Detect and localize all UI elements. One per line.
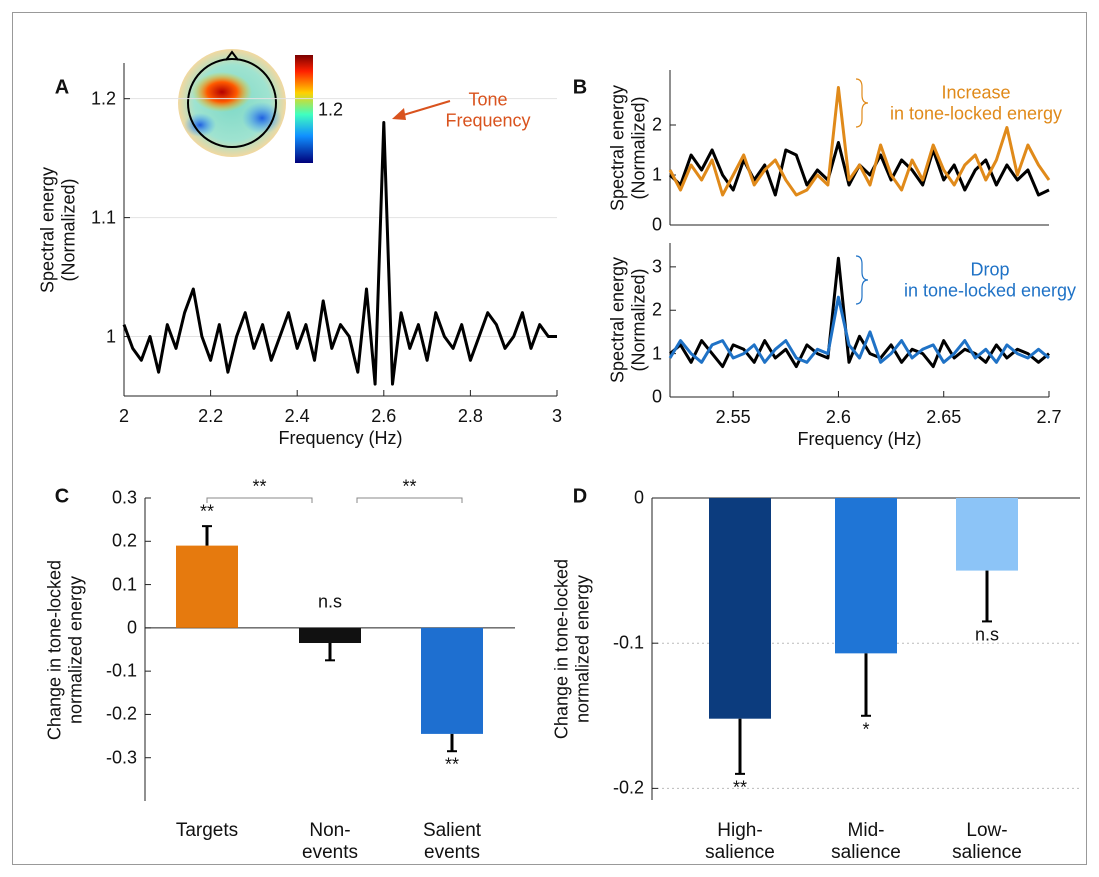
panel-letter: B xyxy=(572,76,588,99)
annotation: Tone Frequency xyxy=(445,89,531,130)
y-tick-label: 1.1 xyxy=(90,207,116,228)
annotation: Drop in tone-locked energy xyxy=(903,259,1077,300)
annotation-brace xyxy=(855,255,869,305)
y-tick-label: 3 xyxy=(651,256,662,277)
line-series xyxy=(669,256,1050,369)
significance-label: * xyxy=(862,719,870,740)
x-tick-label: Low- salience xyxy=(952,820,1022,863)
y-axis-label: Change in tone-locked normalized energy xyxy=(44,559,85,740)
y-tick-label: -0.2 xyxy=(105,704,137,725)
x-axis-label: Frequency (Hz) xyxy=(797,429,922,449)
bar xyxy=(835,498,897,654)
y-tick-label: 0 xyxy=(651,386,662,407)
x-tick-label: 2.7 xyxy=(1036,407,1062,427)
y-tick-label: 0.1 xyxy=(111,574,137,595)
panel-letter: D xyxy=(572,485,588,508)
bar xyxy=(299,627,361,644)
y-tick-label: 1.2 xyxy=(90,88,116,109)
x-tick-label: 3 xyxy=(551,406,563,426)
annotation-arrow xyxy=(399,100,451,117)
y-tick-label: 0.2 xyxy=(111,530,137,551)
x-tick-label: 2.55 xyxy=(715,407,751,427)
line-series xyxy=(668,295,1050,364)
panel-letter: A xyxy=(54,76,70,99)
y-tick-label: -0.1 xyxy=(105,660,137,681)
annotation-brace xyxy=(855,78,869,128)
y-tick-label: 1 xyxy=(105,326,116,347)
y-axis-label: Spectral energy (Normalized) xyxy=(607,256,648,384)
line-series xyxy=(668,86,1051,197)
x-tick-label: 2.6 xyxy=(825,407,851,427)
x-tick-label: Mid- salience xyxy=(831,820,901,863)
y-tick-label: 0 xyxy=(126,617,137,638)
y-tick-label: 2 xyxy=(651,299,662,320)
topomap xyxy=(178,49,313,163)
arrow-head xyxy=(392,108,406,120)
comparison-bracket xyxy=(206,497,313,503)
y-tick-label: -0.3 xyxy=(105,747,137,768)
x-tick-label: 2.2 xyxy=(198,406,224,426)
x-tick-label: High- salience xyxy=(705,820,775,863)
x-axis-label: Frequency (Hz) xyxy=(278,428,403,448)
y-tick-label: 0 xyxy=(651,214,662,235)
comparison-bracket xyxy=(356,497,463,503)
x-tick-label: Salient events xyxy=(422,820,482,863)
bar xyxy=(956,498,1018,571)
y-tick-label: 1 xyxy=(651,164,662,185)
y-tick-label: 1 xyxy=(651,343,662,364)
line-series xyxy=(122,121,557,386)
y-tick-label: 2 xyxy=(651,114,662,135)
panel-letter: C xyxy=(54,485,70,508)
figure-border xyxy=(12,12,1087,865)
significance-label: n.s xyxy=(974,625,1000,646)
x-tick-label: 2.65 xyxy=(926,407,962,427)
x-tick-label: 2.4 xyxy=(284,406,310,426)
colorbar-label: 1.2 xyxy=(318,99,344,120)
bar xyxy=(421,627,483,734)
annotation: Increase in tone-locked energy xyxy=(889,82,1063,123)
bar xyxy=(176,545,238,628)
comparison-label: ** xyxy=(402,476,417,497)
comparison-label: ** xyxy=(252,476,267,497)
bar xyxy=(709,498,771,719)
y-tick-label: 0 xyxy=(633,487,644,508)
y-tick-label: 0.3 xyxy=(111,487,137,508)
x-tick-label: 2.8 xyxy=(457,406,483,426)
significance-label: ** xyxy=(444,754,460,775)
significance-label: ** xyxy=(199,501,215,522)
y-tick-label: -0.1 xyxy=(612,632,644,653)
y-axis-label: Spectral energy (Normalized) xyxy=(37,166,78,293)
y-axis-label: Change in tone-locked normalized energy xyxy=(551,558,592,740)
x-tick-label: 2.6 xyxy=(371,406,397,426)
y-tick-label: -0.2 xyxy=(612,778,644,799)
significance-label: n.s xyxy=(317,591,343,612)
significance-label: ** xyxy=(732,777,748,798)
x-tick-label: 2 xyxy=(118,406,130,426)
y-axis-label: Spectral energy (Normalized) xyxy=(607,84,648,211)
x-tick-label: Non- events xyxy=(302,820,358,863)
x-tick-label: Targets xyxy=(175,820,239,841)
